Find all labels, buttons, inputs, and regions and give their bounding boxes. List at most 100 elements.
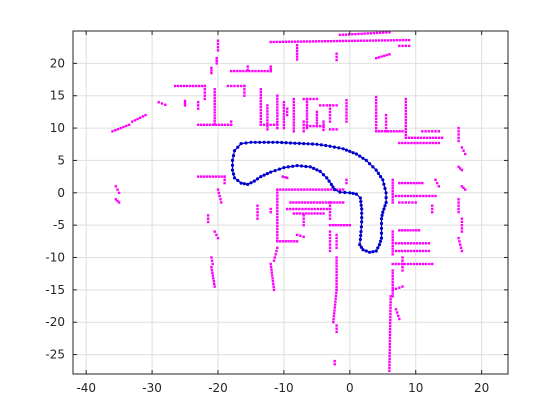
landmark-point bbox=[375, 111, 378, 114]
landmark-point bbox=[302, 97, 305, 101]
landmark-point bbox=[335, 243, 338, 246]
landmark-point bbox=[384, 126, 388, 130]
landmark-point bbox=[312, 124, 315, 128]
landmark-point bbox=[286, 176, 289, 180]
landmark-point bbox=[395, 39, 399, 42]
landmark-point bbox=[431, 130, 434, 133]
landmark-point bbox=[318, 201, 321, 204]
landmark-point bbox=[278, 40, 281, 44]
landmark-point bbox=[259, 120, 262, 124]
landmark-point bbox=[305, 100, 309, 104]
landmark-point bbox=[305, 40, 308, 43]
landmark-point bbox=[282, 118, 286, 121]
landmark-point bbox=[266, 122, 269, 125]
landmark-point bbox=[328, 110, 332, 114]
landmark-point bbox=[309, 124, 312, 128]
trajectory-point bbox=[358, 154, 362, 158]
landmark-point bbox=[388, 366, 391, 369]
landmark-point bbox=[276, 221, 279, 225]
landmark-point bbox=[164, 103, 167, 106]
landmark-point bbox=[334, 300, 337, 303]
landmark-point bbox=[243, 84, 246, 88]
landmark-point bbox=[310, 212, 313, 215]
landmark-point bbox=[457, 207, 460, 211]
landmark-point bbox=[197, 107, 200, 110]
trajectory-point bbox=[376, 171, 380, 175]
landmark-point bbox=[260, 69, 263, 73]
landmark-point bbox=[239, 84, 243, 88]
landmark-point bbox=[459, 246, 463, 249]
landmark-point bbox=[345, 99, 348, 102]
landmark-point bbox=[276, 240, 279, 243]
landmark-point bbox=[276, 224, 279, 228]
landmark-point bbox=[209, 123, 212, 126]
trajectory-point bbox=[359, 245, 363, 249]
landmark-point bbox=[336, 201, 339, 204]
landmark-point bbox=[391, 184, 394, 187]
landmark-point bbox=[400, 194, 404, 198]
landmark-point bbox=[136, 117, 139, 121]
landmark-point bbox=[276, 215, 279, 219]
trajectory-point bbox=[236, 145, 240, 149]
landmark-point bbox=[276, 112, 279, 115]
landmark-point bbox=[345, 111, 348, 114]
landmark-point bbox=[348, 33, 351, 36]
landmark-point bbox=[256, 204, 259, 207]
landmark-point bbox=[197, 104, 200, 107]
landmark-point bbox=[437, 130, 440, 133]
landmark-point bbox=[218, 123, 221, 126]
landmark-point bbox=[428, 194, 431, 198]
landmark-point bbox=[394, 308, 398, 311]
landmark-point bbox=[259, 91, 262, 94]
landmark-point bbox=[335, 285, 338, 289]
landmark-point bbox=[424, 262, 428, 266]
trajectory-point bbox=[358, 196, 362, 200]
landmark-point bbox=[328, 211, 332, 214]
landmark-point bbox=[357, 32, 360, 36]
landmark-point bbox=[460, 220, 464, 224]
landmark-point bbox=[411, 201, 414, 204]
landmark-point bbox=[428, 262, 431, 266]
trajectory-point bbox=[379, 217, 384, 221]
landmark-point bbox=[388, 369, 391, 372]
landmark-point bbox=[431, 207, 434, 211]
landmark-point bbox=[144, 113, 147, 117]
landmark-point bbox=[176, 84, 180, 88]
landmark-point bbox=[302, 214, 305, 217]
landmark-point bbox=[328, 204, 332, 207]
landmark-point bbox=[221, 123, 224, 126]
landmark-point bbox=[333, 306, 336, 309]
landmark-point bbox=[457, 198, 460, 201]
landmark-point bbox=[183, 99, 187, 103]
landmark-point bbox=[375, 120, 378, 124]
landmark-point bbox=[431, 136, 435, 139]
landmark-point bbox=[460, 146, 464, 149]
landmark-point bbox=[206, 214, 210, 217]
landmark-point bbox=[305, 109, 309, 112]
landmark-points bbox=[111, 31, 467, 372]
landmark-point bbox=[335, 259, 338, 262]
landmark-point bbox=[224, 123, 227, 126]
landmark-point bbox=[269, 211, 272, 214]
landmark-point bbox=[362, 39, 366, 42]
trajectory-point bbox=[371, 250, 375, 254]
x-tick-label: 0 bbox=[346, 381, 354, 395]
landmark-point bbox=[394, 249, 398, 253]
landmark-point bbox=[428, 141, 431, 145]
landmark-point bbox=[457, 201, 460, 204]
landmark-point bbox=[378, 31, 382, 34]
landmark-point bbox=[328, 240, 332, 243]
trajectory-point bbox=[259, 175, 263, 179]
landmark-point bbox=[302, 217, 305, 220]
landmark-point bbox=[298, 201, 301, 204]
landmark-point bbox=[340, 224, 343, 227]
landmark-point bbox=[391, 295, 394, 298]
landmark-point bbox=[410, 194, 413, 198]
trajectory-point bbox=[368, 250, 372, 254]
landmark-point bbox=[263, 69, 266, 73]
landmark-point bbox=[215, 123, 218, 126]
trajectory-point bbox=[304, 164, 308, 169]
landmark-point bbox=[457, 136, 460, 139]
trajectory-path bbox=[230, 140, 388, 254]
